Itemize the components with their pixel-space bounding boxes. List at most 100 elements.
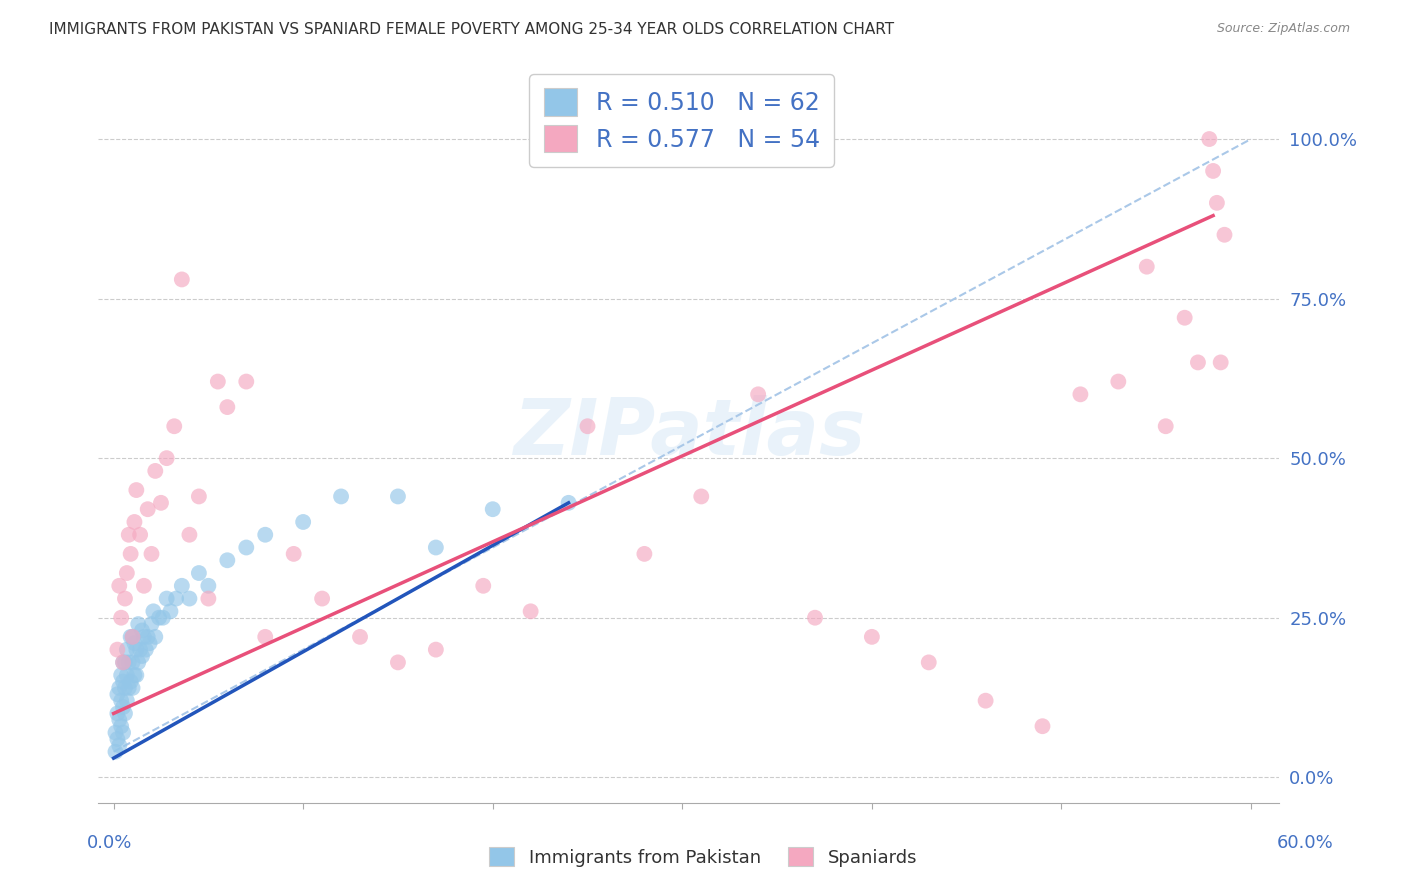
Point (124, 668, 146, 682)
Point (136, 630, 159, 644)
Point (112, 674, 135, 689)
Point (179, 591, 201, 606)
Point (121, 630, 143, 644)
Point (121, 656, 143, 670)
Point (110, 668, 132, 682)
Point (141, 617, 163, 632)
Point (112, 700, 135, 714)
Point (207, 375, 229, 389)
Point (1174, 310, 1197, 325)
Point (159, 604, 181, 618)
Point (108, 579, 131, 593)
Point (105, 687, 128, 701)
Point (557, 496, 579, 510)
Point (143, 630, 166, 644)
Point (235, 541, 257, 555)
Point (165, 591, 187, 606)
Point (105, 642, 128, 657)
Point (127, 617, 149, 632)
Point (804, 611, 827, 625)
Point (143, 464, 166, 478)
Point (121, 630, 143, 644)
Text: ZIPatlas: ZIPatlas (513, 394, 865, 471)
Point (114, 681, 136, 695)
Point (156, 451, 179, 466)
Point (112, 656, 135, 670)
Point (115, 694, 138, 708)
Point (1154, 419, 1177, 434)
Point (125, 642, 148, 657)
Point (349, 630, 371, 644)
Point (519, 604, 541, 618)
Point (149, 496, 172, 510)
Point (170, 272, 193, 286)
Point (481, 502, 503, 516)
Point (108, 681, 131, 695)
Point (1107, 375, 1129, 389)
Point (1069, 387, 1091, 401)
Point (105, 731, 128, 746)
Point (1206, 195, 1229, 210)
Point (115, 642, 138, 657)
Point (114, 591, 136, 606)
Point (108, 713, 131, 727)
Point (120, 547, 142, 561)
Point (141, 547, 163, 561)
Point (114, 706, 136, 721)
Point (124, 515, 146, 529)
Point (115, 566, 138, 580)
Point (311, 591, 333, 606)
Point (132, 579, 155, 593)
Point (254, 527, 277, 541)
Point (197, 579, 219, 593)
Point (472, 579, 495, 593)
Point (110, 719, 132, 733)
Point (1136, 260, 1159, 274)
Point (104, 725, 127, 739)
Point (235, 375, 257, 389)
Point (292, 515, 315, 529)
Point (283, 547, 305, 561)
Point (112, 656, 135, 670)
Point (118, 527, 141, 541)
Point (112, 725, 135, 739)
Point (121, 681, 143, 695)
Point (124, 636, 146, 650)
Point (163, 419, 186, 434)
Text: 60.0%: 60.0% (1277, 834, 1333, 852)
Point (254, 630, 277, 644)
Text: IMMIGRANTS FROM PAKISTAN VS SPANIARD FEMALE POVERTY AMONG 25-34 YEAR OLDS CORREL: IMMIGRANTS FROM PAKISTAN VS SPANIARD FEM… (49, 22, 894, 37)
Text: 0.0%: 0.0% (87, 834, 132, 852)
Point (129, 642, 152, 657)
Point (132, 630, 155, 644)
Point (131, 624, 153, 638)
Legend: Immigrants from Pakistan, Spaniards: Immigrants from Pakistan, Spaniards (482, 840, 924, 874)
Point (129, 527, 152, 541)
Point (1031, 719, 1053, 733)
Point (1202, 164, 1225, 178)
Point (170, 579, 193, 593)
Point (1187, 355, 1209, 369)
Point (131, 648, 153, 663)
Point (918, 656, 941, 670)
Point (152, 611, 174, 625)
Point (187, 566, 209, 580)
Point (108, 739, 131, 753)
Point (187, 490, 209, 504)
Point (110, 611, 132, 625)
Point (425, 642, 447, 657)
Point (115, 668, 138, 682)
Point (120, 674, 142, 689)
Point (125, 483, 148, 497)
Point (1198, 132, 1220, 146)
Point (747, 387, 769, 401)
Point (104, 745, 127, 759)
Point (387, 656, 409, 670)
Point (690, 490, 713, 504)
Point (148, 611, 170, 625)
Point (425, 541, 447, 555)
Point (156, 591, 179, 606)
Point (974, 694, 997, 708)
Point (127, 656, 149, 670)
Point (217, 400, 239, 414)
